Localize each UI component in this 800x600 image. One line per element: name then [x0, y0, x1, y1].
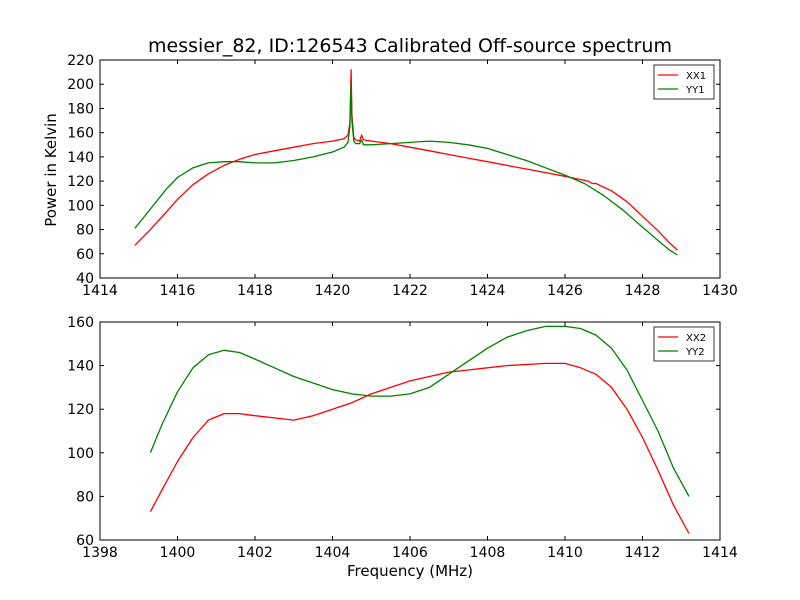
series-line-yy1	[134, 83, 678, 256]
y-tick-label: 120	[67, 174, 94, 190]
x-tick-label: 1404	[315, 545, 351, 561]
legend-label-xx1: XX1	[686, 71, 706, 82]
y-tick-label: 160	[67, 126, 94, 142]
series-line-xx2	[149, 362, 690, 534]
y-tick-label: 200	[67, 77, 94, 93]
x-tick-label: 1426	[547, 283, 583, 299]
x-tick-label: 1410	[547, 545, 583, 561]
plot-top: 1414 1416 1418 1420 1422 1424 1426 1428 1430 40 60…	[67, 53, 738, 299]
x-tick-label: 1406	[392, 545, 428, 561]
x-axis-label: Frequency (MHz)	[347, 562, 473, 580]
legend-label-yy1: YY1	[685, 85, 705, 96]
y-tick-label: 120	[67, 402, 94, 418]
x-tick-label: 1402	[237, 545, 273, 561]
plot-bottom: 1398 1400 1402 1404 1406 1408 1410 1412 1414 60 80…	[67, 315, 738, 561]
y-tick-label: 220	[67, 53, 94, 69]
y-tick-label: 180	[67, 101, 94, 117]
y-tick-label: 40	[76, 271, 94, 287]
legend-label-yy2: YY2	[685, 347, 705, 358]
x-tick-label: 1430	[702, 283, 738, 299]
x-tick-label: 1424	[470, 283, 506, 299]
series-line-xx1	[134, 69, 678, 251]
x-tick-label: 1414	[702, 545, 738, 561]
y-tick-label: 60	[76, 247, 94, 263]
x-tick-label: 1408	[470, 545, 506, 561]
x-tick-label: 1400	[160, 545, 196, 561]
x-tick-label: 1412	[625, 545, 661, 561]
legend-box	[653, 64, 715, 100]
plot-frame	[99, 321, 721, 541]
x-tick-label: 1420	[315, 283, 351, 299]
y-tick-label: 100	[67, 198, 94, 214]
series-line-yy2	[149, 325, 690, 497]
x-tick-label: 1416	[160, 283, 196, 299]
x-tick-label: 1418	[237, 283, 273, 299]
plot-frame	[99, 59, 721, 279]
y-axis-label: Power in Kelvin	[42, 113, 60, 227]
chart-title: messier_82, ID:126543 Calibrated Off-sou…	[148, 35, 672, 57]
y-tick-label: 100	[67, 446, 94, 462]
y-tick-label: 60	[76, 533, 94, 549]
legend-box	[653, 326, 715, 362]
legend-label-xx2: XX2	[686, 333, 706, 344]
y-tick-label: 80	[76, 223, 94, 239]
x-tick-label: 1414	[82, 283, 118, 299]
y-tick-label: 140	[67, 150, 94, 166]
y-tick-label: 80	[76, 489, 94, 505]
x-tick-label: 1428	[625, 283, 661, 299]
x-tick-label: 1422	[392, 283, 428, 299]
y-tick-label: 160	[67, 315, 94, 331]
x-tick-label: 1398	[82, 545, 118, 561]
y-tick-label: 140	[67, 359, 94, 375]
